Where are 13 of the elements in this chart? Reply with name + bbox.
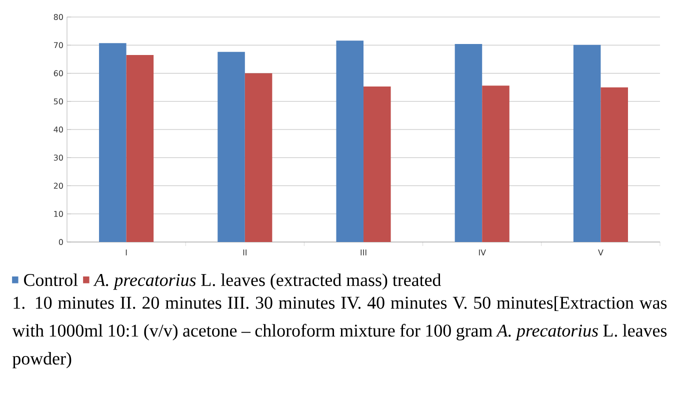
bar: [454, 44, 482, 242]
bar: [99, 43, 126, 242]
bar: [336, 40, 364, 242]
bar: [482, 86, 510, 242]
bar: [244, 73, 272, 242]
text: 1. 10 minutes II. 20 minutes III. 30 minutes IV. 40 minutes V. 50 minutes[Extraction was with 1000ml 10:1 (v/v) acetone – chloroform mixture for 100 gram A. precatorius L. leaves powder): [12, 296, 667, 368]
legend-label: Control: [24, 273, 78, 286]
bar: [573, 44, 601, 242]
bar: [126, 54, 154, 242]
bar: [364, 86, 391, 242]
bar: [218, 52, 245, 242]
bar: [600, 87, 628, 242]
legend-label: A. precatorius L. leaves (extracted mass) treated: [93, 273, 442, 290]
